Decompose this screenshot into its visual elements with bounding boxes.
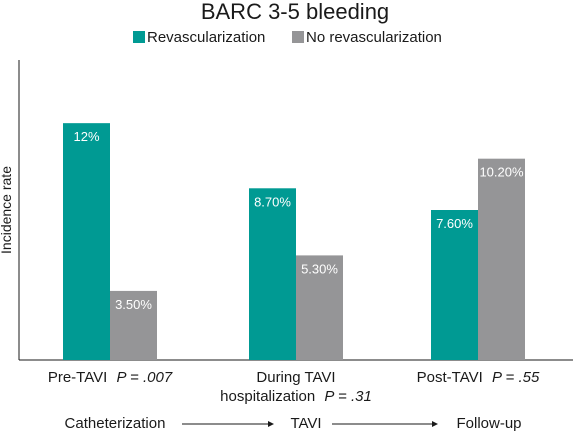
category-labels: Pre-TAVI P = .007 During TAVI hospitaliz…	[48, 369, 540, 405]
legend: Revascularization No revascularization	[133, 29, 442, 46]
bar-revascularization-2	[431, 210, 478, 360]
chart-title: BARC 3-5 bleeding	[201, 0, 389, 24]
bar-no-revascularization-2	[478, 158, 525, 360]
bar-revascularization-1	[249, 188, 296, 360]
p-value-label: P = .31	[324, 388, 371, 405]
bar-value-label-no-revascularization-0: 3.50%	[115, 297, 152, 312]
bar-no-revascularization-0	[110, 290, 157, 360]
bars-group: 12% 3.50% 8.70% 5.30% 7.60% 10.20%	[63, 123, 525, 360]
bar-value-label-revascularization-2: 7.60%	[436, 216, 473, 231]
category-label-hospitalization: hospitalization P = .31	[220, 388, 372, 405]
timeline-stage-follow-up: Follow-up	[456, 415, 521, 432]
legend-label-no-revascularization: No revascularization	[306, 29, 442, 46]
legend-label-revascularization: Revascularization	[147, 29, 265, 46]
bar-value-label-no-revascularization-2: 10.20%	[479, 165, 524, 180]
category-name: During TAVI	[256, 369, 335, 386]
category-label-pre-tavi: Pre-TAVI P = .007	[48, 369, 173, 386]
timeline-stage-catheterization: Catheterization	[65, 415, 166, 432]
category-name-line2: hospitalization	[220, 388, 315, 405]
bar-value-label-no-revascularization-1: 5.30%	[301, 261, 338, 276]
category-name: Post-TAVI	[417, 369, 483, 386]
bar-value-label-revascularization-1: 8.70%	[254, 194, 291, 209]
bar-revascularization-0	[63, 123, 110, 360]
legend-swatch-revascularization	[133, 31, 145, 43]
timeline: Catheterization TAVI Follow-up	[65, 415, 522, 432]
bar-value-label-revascularization-0: 12%	[73, 129, 99, 144]
p-value-label: P = .55	[492, 369, 540, 386]
legend-swatch-no-revascularization	[292, 31, 304, 43]
timeline-stage-tavi: TAVI	[290, 415, 321, 432]
p-value-label: P = .007	[116, 369, 172, 386]
category-label-post-tavi: Post-TAVI P = .55	[417, 369, 540, 386]
arrow-head-icon	[268, 421, 274, 427]
category-name: Pre-TAVI	[48, 369, 107, 386]
y-axis-label: Incidence rate	[0, 166, 14, 254]
category-label-during-tavi: During TAVI	[256, 369, 335, 386]
arrow-head-icon	[432, 421, 438, 427]
bar-no-revascularization-1	[296, 255, 343, 360]
